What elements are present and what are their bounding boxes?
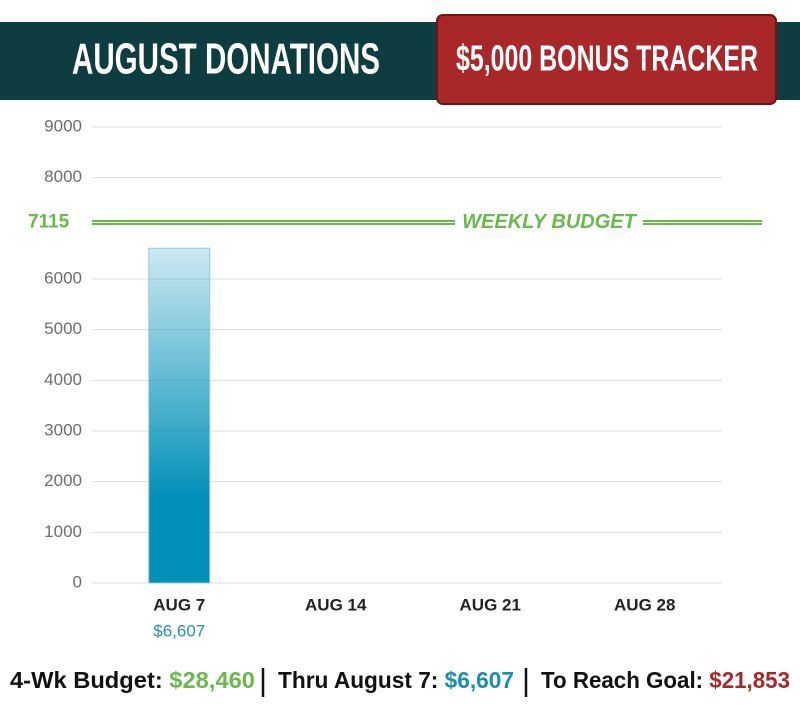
y-tick-label: 0 — [73, 572, 82, 591]
reference-label: WEEKLY BUDGET — [462, 211, 637, 233]
x-tick-label: AUG 28 — [614, 595, 675, 614]
y-tick-label: 1000 — [44, 522, 82, 541]
y-tick-label: 2000 — [44, 471, 82, 490]
y-tick-label: 3000 — [44, 420, 82, 439]
footer-label: To Reach Goal: — [541, 667, 703, 693]
y-tick-label: 8000 — [44, 167, 82, 186]
bar — [148, 247, 211, 584]
footer-value: $28,460 — [169, 667, 255, 693]
x-tick-label: AUG 7 — [153, 595, 205, 614]
reference-label-bg — [455, 210, 643, 235]
x-tick-label: AUG 14 — [305, 595, 367, 614]
x-tick-label: AUG 21 — [460, 595, 521, 614]
y-tick-label: 9000 — [44, 116, 82, 135]
footer-value: $6,607 — [445, 667, 514, 693]
y-tick-label: 5000 — [44, 319, 82, 338]
badge-text: $5,000 BONUS TRACKER — [456, 38, 758, 79]
footer-item: 4-Wk Budget: $28,460 — [10, 667, 255, 693]
footer-label: Thru August 7: — [278, 667, 438, 693]
footer-value: $21,853 — [709, 667, 790, 693]
value-label: $6,607 — [153, 621, 205, 640]
footer-label: 4-Wk Budget: — [10, 667, 163, 693]
footer-item: Thru August 7: $6,607 — [278, 667, 514, 693]
badge — [436, 14, 777, 105]
reference-value: 7115 — [28, 212, 70, 233]
y-tick-label: 6000 — [44, 268, 82, 287]
footer-item: To Reach Goal: $21,853 — [541, 667, 790, 693]
chart-title: AUGUST DONATIONS — [72, 35, 380, 84]
y-tick-label: 4000 — [44, 370, 82, 389]
